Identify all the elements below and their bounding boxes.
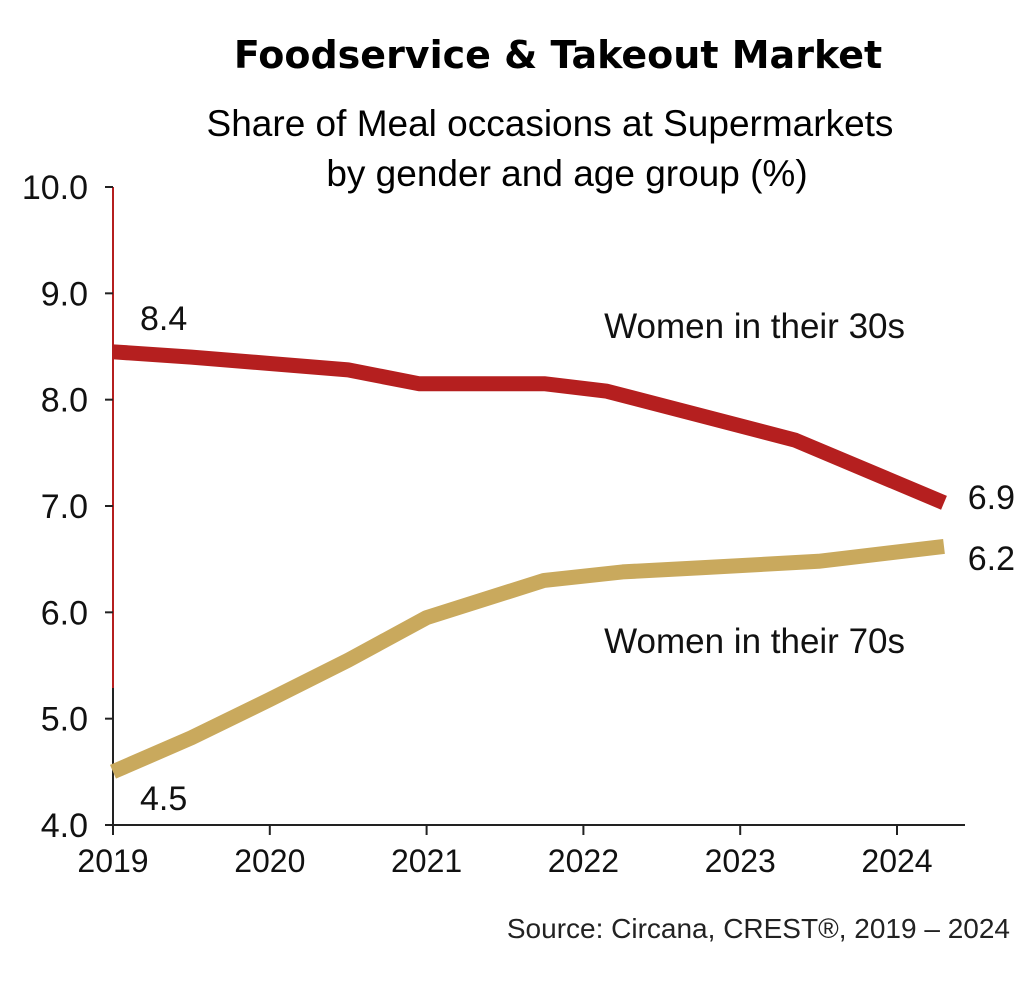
y-tick-label: 9.0 [41,275,88,313]
chart-title: Foodservice & Takeout Market [234,33,882,77]
data-label-30s-start: 8.4 [140,300,187,338]
series-label-women-30s: Women in their 30s [604,307,905,346]
series-label-women-70s: Women in their 70s [604,622,905,661]
chart-subtitle-line-1: Share of Meal occasions at Supermarkets [207,103,894,144]
data-label-70s-end: 6.2 [968,540,1015,578]
series-line-1 [112,344,947,510]
x-tick-label: 2019 [77,843,148,879]
x-tick-label: 2021 [391,843,462,879]
data-label-30s-end: 6.9 [968,479,1015,517]
x-tick-label: 2022 [548,843,619,879]
source-note: Source: Circana, CREST®, 2019 – 2024 [507,913,1010,944]
y-tick-label: 10.0 [22,169,88,207]
series-line-2 [110,538,945,779]
y-tick-label: 5.0 [41,701,88,739]
y-tick-label: 4.0 [41,807,88,845]
y-tick-label: 6.0 [41,594,88,632]
chart-subtitle-line-2: by gender and age group (%) [326,153,807,194]
x-tick-label: 2023 [705,843,776,879]
data-label-70s-start: 4.5 [140,780,187,818]
labels-layer: Women in their 30s Women in their 70s 8.4 6… [140,300,1015,818]
series-layer [110,344,947,779]
x-tick-label: 2020 [234,843,305,879]
y-tick-label: 8.0 [41,382,88,420]
x-tick-label: 2024 [861,843,932,879]
y-tick-label: 7.0 [41,488,88,526]
